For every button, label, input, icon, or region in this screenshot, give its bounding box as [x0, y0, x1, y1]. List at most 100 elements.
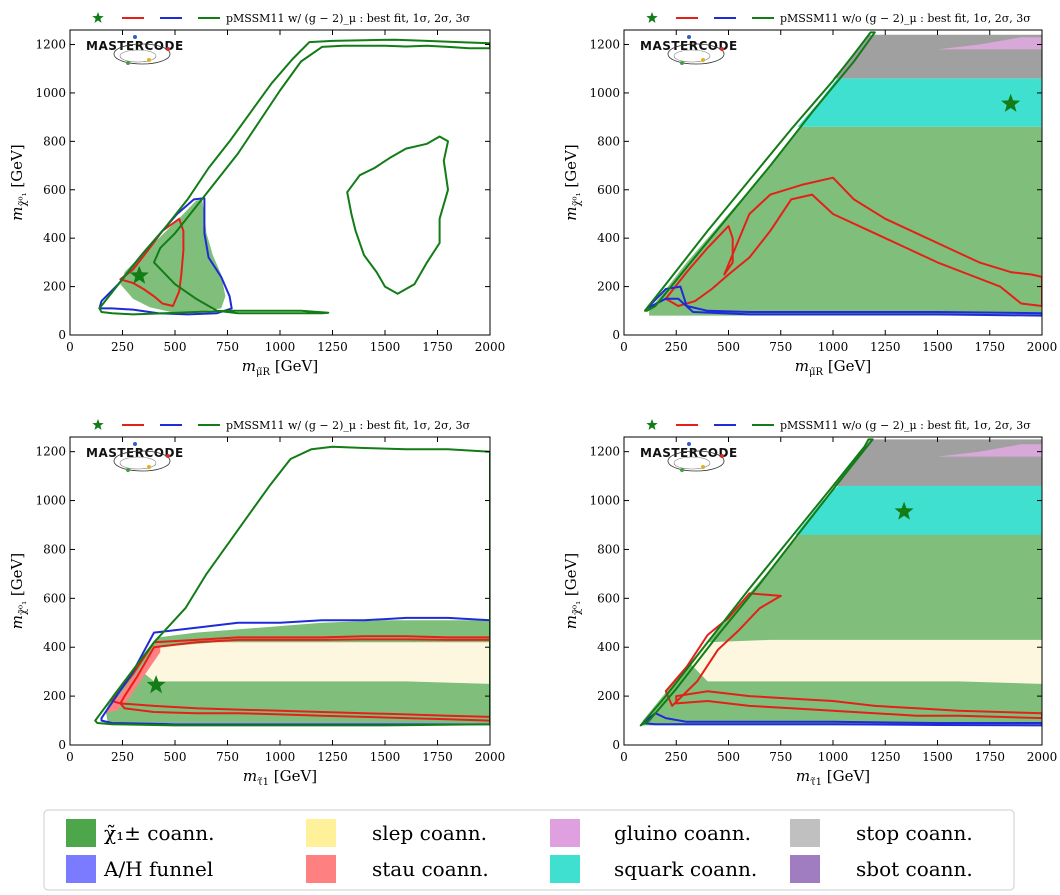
x-tick-label: 1000 — [265, 750, 296, 764]
y-axis-label-part: χ̃⁰₁ — [18, 601, 29, 615]
y-axis-label-part: [GeV] — [562, 553, 580, 601]
logo-dot-green — [680, 61, 684, 65]
x-tick-label: 750 — [769, 750, 792, 764]
y-tick-label: 1200 — [35, 38, 66, 52]
legend-swatch — [790, 855, 820, 883]
region-gluino-coann — [937, 37, 1042, 50]
y-tick-label: 200 — [43, 280, 66, 294]
logo-dot-green — [126, 468, 130, 472]
legend-caption: pMSSM11 w/o (g − 2)_μ : best fit, 1σ, 2σ… — [780, 419, 1031, 432]
legend-star — [92, 419, 104, 430]
logo-dot-blue — [133, 442, 137, 446]
y-axis-label-part: m — [562, 207, 580, 221]
logo-dot-green — [126, 61, 130, 65]
legend-label: χ̃₁± coann. — [104, 821, 215, 845]
x-tick-label: 1000 — [818, 750, 849, 764]
logo-dot-red — [166, 47, 170, 51]
legend-label: slep coann. — [372, 821, 487, 845]
x-axis-label-part: m — [796, 767, 810, 785]
x-tick-label: 2000 — [475, 750, 506, 764]
legend-frame — [43, 809, 1015, 891]
x-tick-label: 1000 — [818, 340, 849, 354]
x-tick-label: 1250 — [870, 340, 901, 354]
logo-ellipse-inner — [673, 49, 711, 63]
plot-area — [94, 445, 490, 727]
y-tick-label: 1000 — [35, 494, 66, 508]
logo-ellipse-inner — [119, 456, 157, 470]
y-axis-label: mχ̃⁰₁ [GeV] — [562, 553, 583, 629]
legend-caption: pMSSM11 w/ (g − 2)_μ : best fit, 1σ, 2σ,… — [226, 12, 471, 25]
y-tick-label: 0 — [612, 738, 620, 752]
plot-area — [639, 438, 1042, 727]
contour-1sigma — [111, 635, 490, 705]
legend-swatch — [306, 819, 336, 847]
category-legend: χ̃₁± coann. A/H funnel slep coann. stau coa… — [43, 809, 1015, 891]
y-axis-label-text: mχ̃⁰₁ [GeV] — [562, 144, 583, 220]
best-fit-star — [894, 501, 914, 520]
region-slep-coann — [139, 642, 490, 684]
x-tick-label: 1500 — [370, 750, 401, 764]
x-axis-label-part: μ̃R — [809, 367, 823, 378]
y-tick-label: 1200 — [35, 445, 66, 459]
legend-label: stop coann. — [856, 821, 973, 845]
y-axis-label: mχ̃⁰₁ [GeV] — [562, 144, 583, 220]
region-squark-coann — [797, 78, 1042, 127]
contour-2sigma — [646, 285, 1042, 317]
legend-swatch — [790, 819, 820, 847]
y-tick-label: 600 — [597, 591, 620, 605]
y-tick-label: 600 — [43, 591, 66, 605]
y-axis-label-text: mχ̃⁰₁ [GeV] — [8, 553, 29, 629]
contour-2sigma — [100, 616, 490, 726]
x-tick-label: 1750 — [974, 340, 1005, 354]
y-tick-label: 0 — [58, 738, 66, 752]
x-tick-label: 2000 — [1027, 340, 1058, 354]
x-axis-label: mτ̃1 [GeV] — [796, 767, 870, 788]
region-slep-coann — [690, 639, 1042, 684]
plot-area — [98, 38, 490, 316]
logo-ellipse-inner — [119, 49, 157, 63]
x-axis-label-part: [GeV] — [822, 767, 870, 785]
x-tick-label: 1000 — [265, 340, 296, 354]
y-tick-label: 800 — [43, 542, 66, 556]
mastercode-logo: MASTERCODE — [86, 35, 183, 65]
x-axis-label: mμ̃R [GeV] — [795, 357, 871, 378]
x-tick-label: 0 — [66, 340, 74, 354]
y-tick-label: 400 — [597, 231, 620, 245]
y-axis-label-part: χ̃⁰₁ — [18, 192, 29, 206]
y-axis-label-part: χ̃⁰₁ — [572, 601, 583, 615]
region-chargino-coann — [120, 199, 226, 312]
plot-area — [643, 31, 1042, 317]
y-tick-label: 200 — [597, 689, 620, 703]
contour-3sigma — [639, 438, 874, 727]
x-tick-label: 1500 — [922, 340, 953, 354]
x-axis-label-part: m — [243, 767, 257, 785]
logo-dot-red — [720, 47, 724, 51]
legend-label: gluino coann. — [614, 821, 751, 845]
y-tick-label: 400 — [43, 231, 66, 245]
best-fit-star — [129, 265, 149, 284]
legend-label: sbot coann. — [856, 857, 973, 881]
x-axis-label-text: mτ̃1 [GeV] — [243, 767, 317, 788]
logo-ellipse-inner — [673, 456, 711, 470]
y-axis-label: mχ̃⁰₁ [GeV] — [8, 553, 29, 629]
x-tick-label: 1250 — [317, 750, 348, 764]
x-axis-label-text: mμ̃R [GeV] — [795, 357, 871, 378]
x-tick-label: 1750 — [974, 750, 1005, 764]
region-chargino-coann — [649, 126, 1042, 316]
y-tick-label: 800 — [597, 542, 620, 556]
x-tick-label: 1500 — [922, 750, 953, 764]
x-tick-label: 250 — [111, 750, 134, 764]
legend-swatch — [306, 855, 336, 883]
logo-ellipse — [113, 450, 171, 472]
x-axis-label: mτ̃1 [GeV] — [243, 767, 317, 788]
logo-text: MASTERCODE — [640, 39, 738, 53]
y-axis-label-part: m — [562, 615, 580, 629]
logo-dot-yellow — [701, 58, 705, 62]
contour-3sigma — [346, 135, 449, 295]
top-legend: pMSSM11 w/ (g − 2)_μ : best fit, 1σ, 2σ,… — [92, 12, 471, 25]
y-axis-label-text: mχ̃⁰₁ [GeV] — [8, 144, 29, 220]
logo-dot-green — [680, 468, 684, 472]
y-tick-label: 1000 — [589, 86, 620, 100]
x-tick-label: 750 — [216, 340, 239, 354]
y-tick-label: 400 — [43, 640, 66, 654]
